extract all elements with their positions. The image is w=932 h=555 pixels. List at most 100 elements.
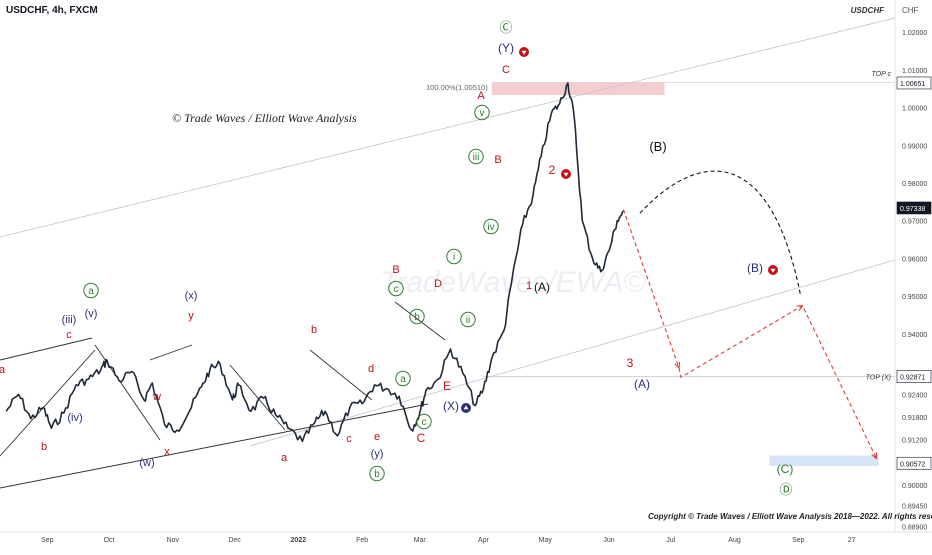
x-tick-label-4: 2022: [291, 537, 307, 544]
channel-lines-layer: [0, 17, 896, 489]
y-tick-label-5: 0.97000: [902, 219, 927, 226]
projection-layer: [622, 170, 878, 460]
wave-label-39: x: [164, 446, 170, 458]
wave-label-34: a: [281, 452, 288, 464]
x-tick-label-5: Feb: [356, 537, 368, 544]
wave-label-circle-23: [395, 370, 411, 387]
price-layer: [5, 82, 624, 443]
price-tag-3: 0.90572: [900, 461, 925, 468]
wave-label-circle-26: [416, 413, 432, 430]
price-axis-layer: 1.02000 1.01000 1.00000 0.99000 0.98000 0.970…: [866, 0, 932, 550]
wave-label-16: (A): [634, 377, 650, 391]
x-tick-label-8: May: [539, 537, 553, 544]
price-tag-box-1: [896, 201, 932, 215]
wave-label-18: Ⓓ: [779, 482, 792, 497]
wave-label-37: w: [152, 391, 161, 403]
price-tag-box-0: [896, 76, 932, 90]
wave-label-42: (iii): [62, 314, 77, 326]
wave-label-41: (v): [85, 308, 98, 320]
wave-label-22: b: [414, 312, 420, 323]
y-tick-label-2: 1.00000: [902, 106, 927, 113]
y-tick-label-4: 0.98000: [902, 181, 927, 188]
wave-label-13: (B): [649, 139, 666, 154]
triangle-line-a: [0, 349, 96, 457]
projected-path: [622, 209, 877, 459]
price-tag-0: 1.00651: [900, 81, 925, 88]
x-tick-label-9: Jun: [603, 537, 614, 544]
wave-label-11: 1: [526, 280, 532, 292]
y-tick-label-14: 0.88900: [902, 524, 927, 531]
wave-label-45: b: [41, 441, 47, 453]
wave-label-6: iii: [473, 152, 480, 163]
x-tick-label-3: Dec: [228, 537, 241, 544]
y-tick-label-9: 0.92400: [902, 392, 927, 399]
wave-label-circle-6: [468, 148, 484, 165]
triangle-line-e: [309, 349, 373, 401]
wave-label-43: c: [66, 329, 72, 341]
projection-arrow-1: [674, 361, 681, 370]
wave-label-1: (Y): [498, 41, 514, 55]
wave-label-21: D: [434, 278, 442, 290]
y-tick-label-6: 0.96000: [902, 256, 927, 263]
wave-label-9: ii: [466, 315, 470, 326]
x-tick-label-13: 27: [848, 537, 856, 544]
x-tick-label-2: Nov: [167, 537, 180, 544]
wave-label-4: B: [494, 154, 501, 166]
x-tick-label-0: Sep: [41, 537, 54, 544]
target-zone-1: [769, 455, 879, 466]
wave-label-28: d: [368, 363, 374, 375]
direction-badge-arrow-0: [521, 50, 527, 55]
wave-label-32: b: [311, 324, 317, 336]
wave-label-15: 3: [627, 356, 634, 370]
wave-label-2: C: [502, 64, 510, 76]
x-tick-label-6: Mar: [414, 537, 427, 544]
projection-arrow-3: [871, 452, 878, 460]
wave-label-circle-9: [460, 311, 476, 328]
price-tag-note-0: TOP c: [872, 71, 892, 78]
wave-label-circle-22: [409, 308, 425, 325]
price-tag-note-2: TOP (X): [866, 375, 891, 382]
x-tick-label-11: Aug: [728, 537, 741, 544]
y-tick-label-10: 0.91800: [902, 415, 927, 422]
y-tick-label-8: 0.94000: [902, 332, 927, 339]
lower-channel-line: [249, 259, 896, 447]
triangle-line-d: [229, 364, 286, 431]
wave-label-12: (A): [534, 280, 550, 294]
upper-channel-line: [0, 17, 896, 238]
projection-arrow-2: [796, 304, 804, 311]
wave-label-17: (C): [777, 462, 794, 476]
symbol-tag: USDCHF: [850, 6, 884, 15]
direction-badge-arrow-3: [463, 405, 469, 410]
wave-label-46: a: [0, 364, 6, 376]
wave-label-23: a: [400, 374, 406, 385]
wave-label-30: (y): [371, 448, 384, 460]
time-axis-layer: Sep Oct Nov Dec 2022 Feb Mar Apr May Jun Jul Aug Sep…: [0, 531, 932, 544]
wave-label-circle-31: [369, 465, 385, 482]
wave-label-44: (iv): [67, 412, 82, 424]
price-series-line: [5, 82, 624, 443]
price-tag-1: 0.97338: [900, 206, 925, 213]
zone-label-0: 100.00%(1.00510): [426, 83, 488, 92]
wave-label-8: i: [453, 252, 455, 263]
price-tag-2: 0.92871: [900, 375, 925, 382]
triangle-line-f: [394, 301, 446, 341]
triangle-line-c: [149, 344, 193, 361]
y-tick-label-0: 1.02000: [902, 30, 927, 37]
wave-label-36: y: [188, 310, 194, 322]
x-tick-label-1: Oct: [104, 537, 115, 544]
wave-label-40: a: [88, 286, 94, 297]
analysis-watermark: © Trade Waves / Elliott Wave Analysis: [172, 111, 357, 125]
copyright-notice: Copyright © Trade Waves / Elliott Wave A…: [648, 512, 932, 521]
base-trendline: [0, 403, 429, 489]
target-zone-0: [491, 82, 665, 96]
wave-label-0: Ⓒ: [499, 20, 512, 35]
wave-label-24: E: [443, 379, 451, 393]
wave-label-5: v: [480, 108, 485, 119]
wave-label-circle-20: [388, 280, 404, 297]
currency-label: CHF: [902, 6, 919, 15]
wave-label-circle-7: [483, 218, 499, 235]
early-trendline: [0, 337, 93, 361]
